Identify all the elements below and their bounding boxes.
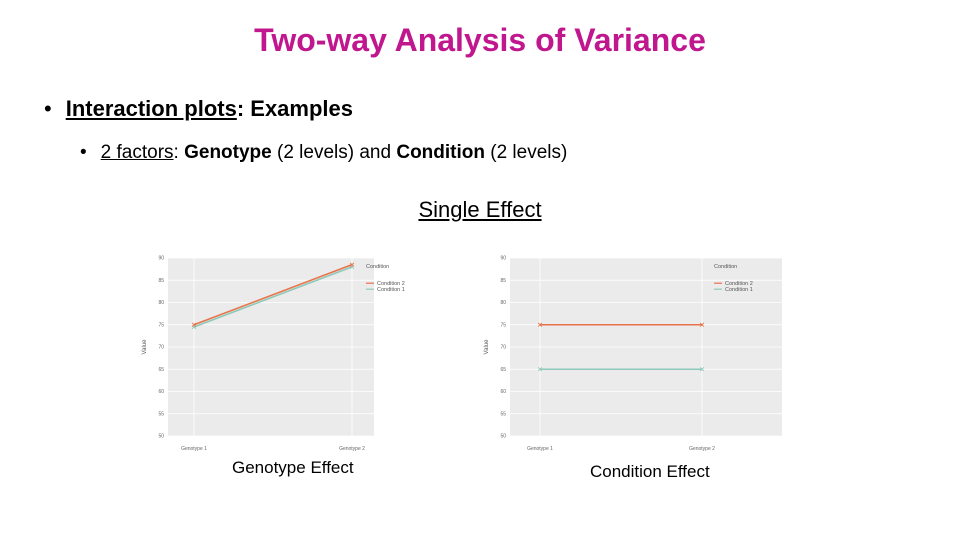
section-subtitle: Single Effect (418, 197, 542, 222)
y-tick-label: 75 (158, 322, 164, 328)
data-point (537, 322, 543, 327)
y-axis-label: Value (484, 339, 490, 355)
data-point (537, 367, 543, 372)
y-tick-label: 80 (500, 300, 506, 306)
y-tick-label: 85 (158, 278, 164, 284)
factor-genotype: Genotype (184, 142, 272, 163)
interaction-plots-link[interactable]: Interaction plots (65, 96, 237, 121)
x-tick-label: Genotype 1 (181, 446, 207, 452)
y-axis-label: Value (142, 339, 148, 355)
y-tick-label: 75 (500, 322, 506, 328)
series-line (193, 266, 353, 328)
y-tick-label: 90 (500, 256, 506, 262)
x-tick-label: Genotype 2 (689, 446, 715, 452)
bullet-dot: • (44, 96, 52, 121)
data-point (699, 367, 705, 372)
data-point (349, 262, 355, 267)
slide-title: Two-way Analysis of Variance (254, 22, 706, 58)
y-tick-label: 50 (500, 434, 506, 440)
legend-title: Condition (366, 264, 389, 270)
data-point (699, 322, 705, 327)
factor-condition: Condition (396, 142, 485, 163)
legend-entry: Condition 1 (377, 287, 405, 293)
condition-effect-plot: 50 55 60 65 70 75 80 85 90 Genotype 1 Genotype 2 Va… (484, 256, 782, 452)
y-tick-label: 50 (158, 434, 164, 440)
y-tick-label: 65 (500, 367, 506, 373)
caption-condition-effect: Condition Effect (590, 462, 710, 481)
y-tick-label: 90 (158, 256, 164, 262)
legend-entry: Condition 2 (725, 281, 753, 287)
series-line (193, 263, 353, 326)
y-tick-label: 55 (158, 411, 164, 417)
y-tick-label: 70 (500, 345, 506, 351)
bullet1-rest: : Examples (236, 96, 353, 121)
y-tick-label: 60 (500, 389, 506, 395)
y-tick-label: 80 (158, 300, 164, 306)
y-tick-label: 70 (158, 345, 164, 351)
y-tick-label: 85 (500, 278, 506, 284)
legend-entry: Condition 2 (377, 281, 405, 287)
bullet-interaction-plots: • Interaction plots: Examples (44, 96, 353, 122)
legend-title: Condition (714, 264, 737, 270)
legend-entry: Condition 1 (725, 287, 753, 293)
factor-condition-detail: (2 levels) (484, 142, 568, 163)
caption-genotype-effect: Genotype Effect (232, 458, 354, 477)
y-tick-label: 55 (500, 411, 506, 417)
bullet2-sep: : (173, 142, 185, 163)
bullet-dot: • (80, 142, 87, 163)
genotype-effect-plot: 50 55 60 65 70 75 80 85 90 Genotype 1 Genotype 2 Va… (142, 256, 405, 452)
data-point (191, 322, 197, 327)
x-tick-label: Genotype 1 (527, 446, 553, 452)
bullet-factors: • 2 factors: Genotype (2 levels) and Cond… (80, 142, 567, 164)
y-tick-label: 60 (158, 389, 164, 395)
factors-link[interactable]: 2 factors (100, 142, 174, 163)
y-tick-label: 65 (158, 367, 164, 373)
x-tick-label: Genotype 2 (339, 446, 365, 452)
factor-genotype-detail: (2 levels) and (271, 142, 397, 163)
